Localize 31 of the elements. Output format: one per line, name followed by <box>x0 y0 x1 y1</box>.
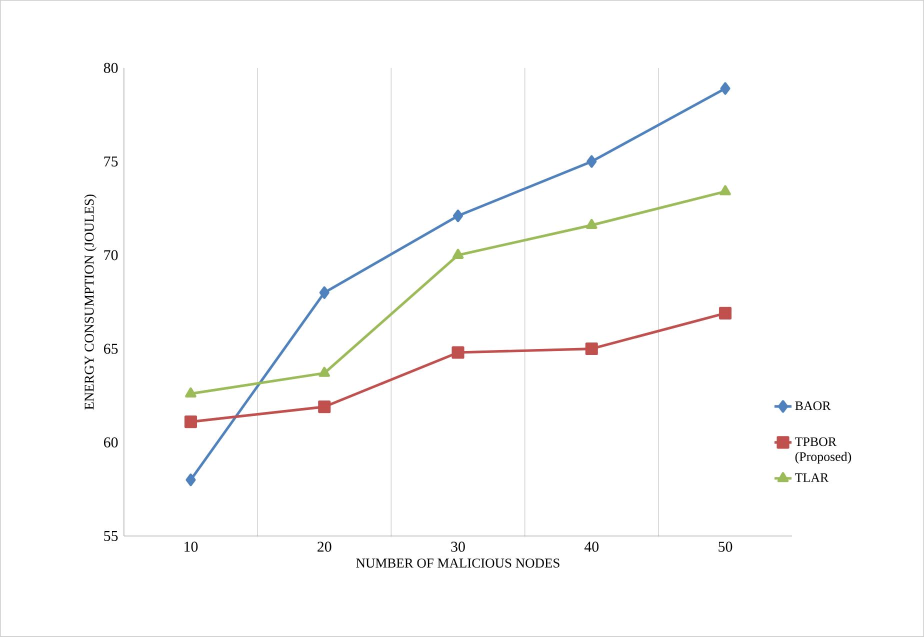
x-tick-label: 10 <box>184 542 198 552</box>
point <box>720 185 731 196</box>
point <box>318 400 331 414</box>
point <box>319 286 330 299</box>
point <box>586 218 598 230</box>
point <box>452 210 464 222</box>
y-tick-label: 60 <box>104 437 118 448</box>
x-tick-label: 40 <box>584 542 599 552</box>
y-tick-label: 55 <box>104 531 118 542</box>
x-tick-label: 50 <box>718 542 732 552</box>
y-tick-label: 65 <box>104 344 118 354</box>
point <box>186 474 196 486</box>
point <box>452 248 464 259</box>
point <box>586 155 597 168</box>
x-axis-title: NUMBER OF MALICIOUS NODES <box>356 558 560 568</box>
y-tick-label: 80 <box>104 62 118 73</box>
legend-label: TPBOR (Proposed) <box>795 437 852 464</box>
legend-label: BAOR <box>795 401 831 410</box>
point <box>318 366 330 377</box>
point <box>452 346 464 359</box>
point <box>185 387 196 398</box>
x-tick-label: 30 <box>451 542 465 552</box>
point <box>184 416 198 428</box>
legend-label: TLAR <box>795 473 829 482</box>
y-tick-label: 70 <box>104 250 118 260</box>
point <box>718 306 732 320</box>
point <box>720 82 730 95</box>
y-axis-title: ENERGY CONSUMPTION (JOULES) <box>84 194 96 410</box>
x-tick-label: 20 <box>318 542 332 552</box>
point <box>585 342 598 356</box>
y-tick-label: 75 <box>104 156 118 167</box>
